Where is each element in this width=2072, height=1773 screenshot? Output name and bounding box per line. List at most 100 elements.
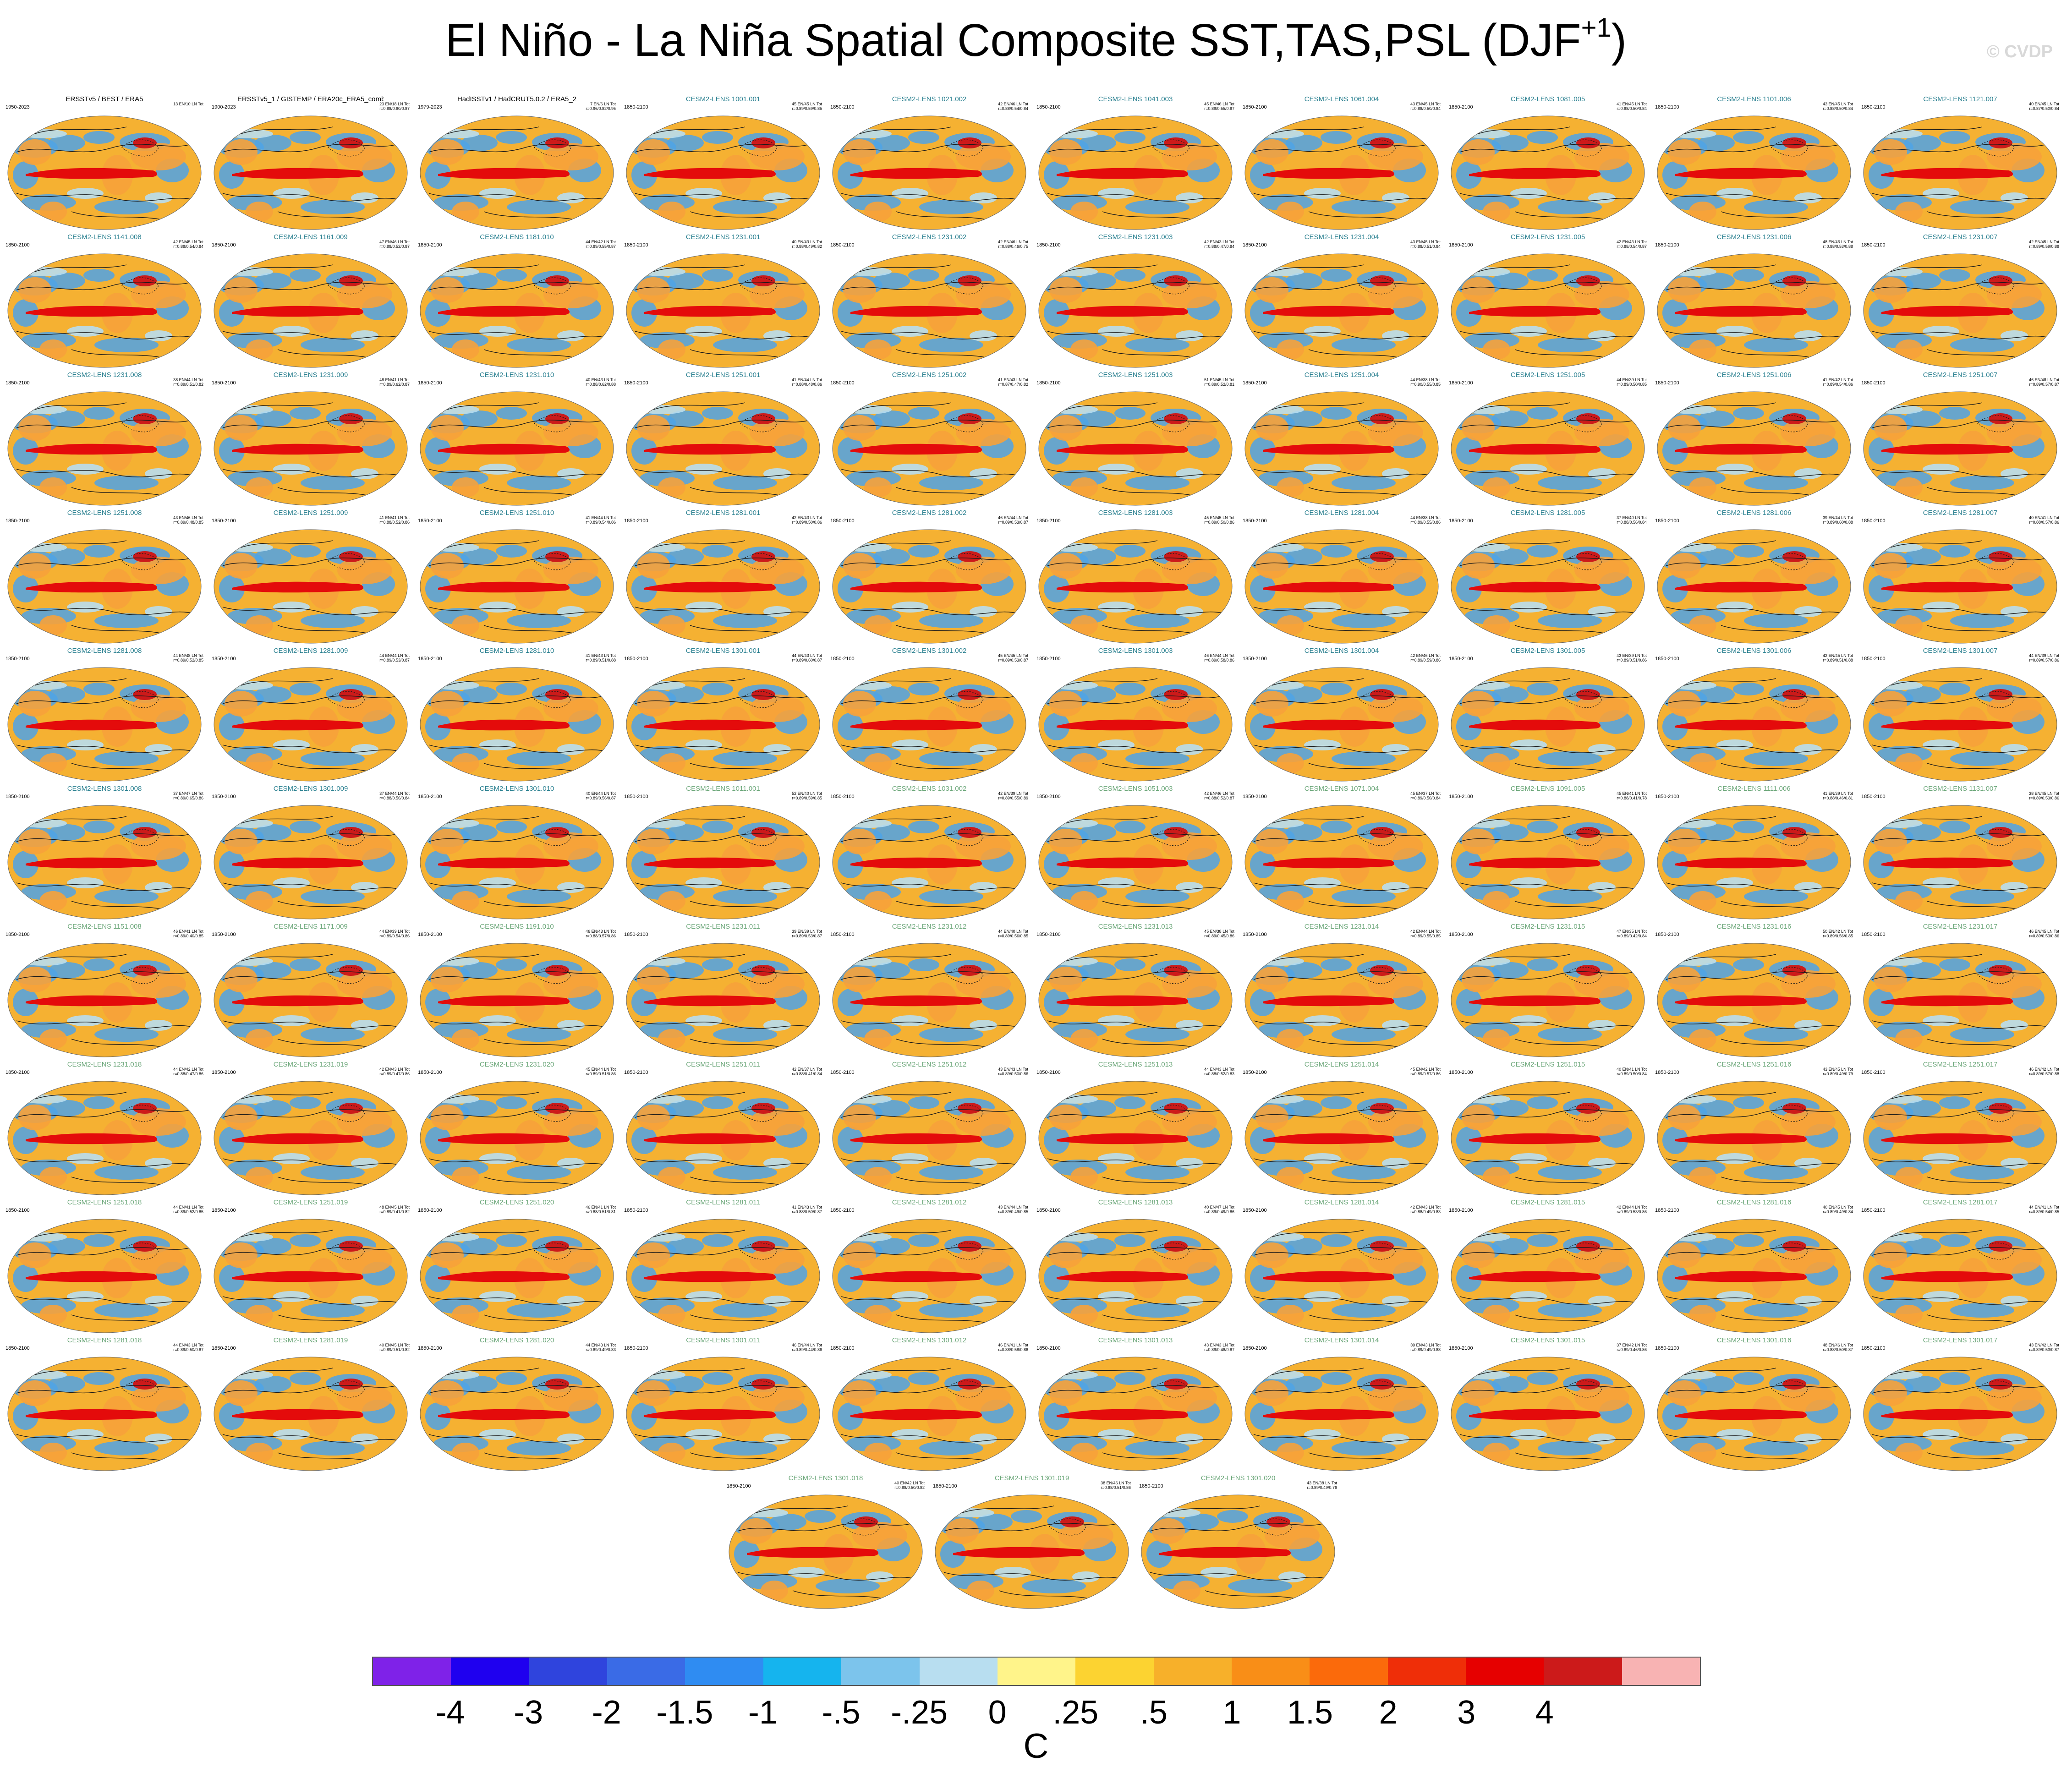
map-panel: CESM2-LENS 1281.010 1850-2100 41 EN/43 LN … — [416, 647, 618, 784]
panel-period: 1850-2100 — [1449, 1208, 1473, 1213]
map-border — [935, 1494, 1129, 1609]
panel-stats: 44 EN/44 LN Tot r=0.89/0.53/0.87 — [379, 653, 410, 662]
colorbar-box — [607, 1658, 685, 1685]
cold-anomaly-patch — [1527, 1372, 1558, 1385]
land-area — [1070, 891, 1098, 911]
psl-contour — [1102, 487, 1195, 496]
psl-contour — [1684, 126, 1776, 134]
land-area — [1574, 970, 1629, 998]
psl-contour — [1721, 625, 1813, 634]
psl-contour — [841, 331, 1020, 339]
land-area — [337, 832, 392, 860]
psl-contour — [690, 763, 782, 772]
panel-period: 1850-2100 — [418, 380, 442, 386]
psl-negative-contour — [1977, 415, 2015, 432]
psl-contour — [1666, 832, 1845, 842]
psl-contour — [690, 487, 782, 496]
land-area — [1162, 143, 1217, 170]
warm-anomaly-patch — [958, 965, 981, 976]
psl-contour — [1272, 540, 1364, 548]
cold-anomaly-patch — [1939, 821, 1970, 833]
psl-contour — [1872, 1108, 2051, 1118]
land-area — [1895, 1029, 1923, 1049]
map-border — [832, 805, 1026, 919]
psl-contour — [1253, 970, 1433, 980]
land-area — [1162, 1246, 1217, 1274]
cold-anomaly-patch — [873, 135, 910, 151]
cold-anomaly-patch — [1950, 1303, 2014, 1318]
colorbar-tick-label: -2 — [592, 1694, 621, 1731]
cold-anomaly-patch — [1733, 1372, 1764, 1385]
map-panel: CESM2-LENS 1231.006 1850-2100 48 EN/46 LN … — [1653, 233, 1855, 371]
weak-cold-patch — [640, 819, 685, 828]
cold-anomaly-patch — [290, 407, 321, 420]
weak-cold-patch — [433, 543, 479, 552]
psl-negative-contour — [534, 139, 571, 157]
enso-warm-tongue — [26, 719, 157, 731]
panel-period: 1850-2100 — [5, 1208, 30, 1213]
weak-cold-patch — [67, 464, 104, 475]
cold-anomaly-patch — [301, 338, 365, 352]
panel-stats: 43 EN/42 LN Tot r=0.89/0.53/0.87 — [2029, 1343, 2059, 1352]
land-area — [1689, 615, 1716, 635]
cold-anomaly-patch — [496, 131, 527, 144]
panel-stats: 42 EN/45 LN Tot r=0.89/0.59/0.88 — [2029, 240, 2059, 249]
land-area — [246, 202, 273, 222]
land-area — [1895, 1443, 1923, 1463]
panel-period: 1850-2100 — [418, 242, 442, 248]
land-area — [1483, 202, 1510, 222]
land-area — [1781, 419, 1836, 446]
land-area — [1895, 615, 1923, 635]
cold-anomaly-patch — [1332, 889, 1396, 904]
psl-contour — [1721, 1039, 1813, 1048]
psl-contour — [635, 1384, 814, 1394]
panel-period: 1850-2100 — [830, 518, 855, 524]
cold-anomaly-patch — [255, 410, 291, 427]
land-area — [1049, 967, 1082, 992]
cold-anomaly-patch — [1733, 1234, 1764, 1247]
cold-anomaly-patch — [908, 545, 939, 558]
warm-anomaly-patch — [958, 137, 981, 148]
psl-contour — [222, 882, 402, 891]
weak-cold-patch — [1588, 1158, 1616, 1169]
weak-cold-patch — [1671, 1370, 1716, 1379]
psl-negative-contour — [1359, 691, 1396, 708]
weak-cold-patch — [1052, 819, 1098, 828]
weak-cold-patch — [1671, 819, 1716, 828]
weak-cold-patch — [145, 744, 172, 755]
composite-map — [1863, 391, 2057, 506]
land-area — [956, 695, 1011, 722]
cold-anomaly-patch — [1904, 962, 1941, 979]
panel-stats: 44 EN/39 LN Tot r=0.89/0.50/0.85 — [1617, 378, 1647, 387]
cold-anomaly-patch — [1080, 962, 1116, 979]
psl-contour — [896, 487, 988, 496]
map-panel: CESM2-LENS 1081.005 1850-2100 41 EN/45 LN … — [1447, 95, 1649, 233]
map-border — [1451, 943, 1645, 1057]
psl-contour — [1872, 970, 2051, 980]
cold-anomaly-patch — [702, 821, 733, 833]
land-area — [1483, 615, 1510, 635]
enso-warm-tongue — [1263, 1409, 1394, 1420]
psl-contour — [792, 1590, 885, 1599]
psl-contour — [653, 678, 745, 686]
weak-cold-patch — [1304, 326, 1341, 337]
psl-contour — [635, 694, 814, 704]
weak-cold-patch — [433, 681, 479, 690]
map-border — [1451, 1219, 1645, 1333]
warm-anomaly-patch — [339, 827, 363, 838]
land-area — [1255, 1105, 1288, 1130]
psl-contour — [447, 954, 539, 962]
psl-contour — [1666, 1246, 1845, 1256]
land-area — [1255, 553, 1288, 579]
warm-anomaly-patch — [133, 827, 157, 838]
psl-contour — [1890, 1368, 1983, 1375]
land-area — [1462, 277, 1495, 303]
map-panel: ERSSTv5_1 / GISTEMP / ERA20c_ERA5_comb 19… — [210, 95, 411, 233]
psl-contour — [1890, 264, 1983, 272]
map-panel: CESM2-LENS 1021.002 1850-2100 42 EN/46 LN … — [828, 95, 1030, 233]
psl-contour — [998, 1590, 1091, 1599]
cold-anomaly-patch — [1125, 200, 1189, 214]
map-border — [1863, 667, 2057, 782]
weak-cold-patch — [970, 606, 997, 617]
land-area — [452, 891, 479, 911]
